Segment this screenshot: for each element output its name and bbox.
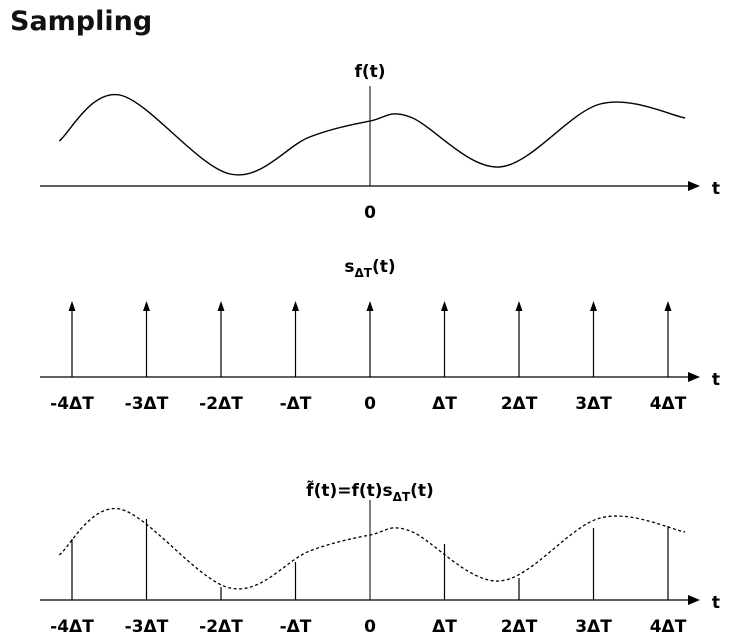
page-title: Sampling: [10, 6, 153, 37]
label-tail: (t): [410, 481, 434, 501]
tick-label: 3ΔT: [575, 394, 612, 414]
tick-label: -ΔT: [280, 394, 312, 414]
tick-label: -3ΔT: [125, 617, 169, 637]
t-axis-label: t: [712, 370, 720, 390]
tick-label: 0: [364, 394, 376, 414]
tick-label-zero: 0: [364, 203, 376, 223]
panel-label: sΔT(t): [344, 257, 395, 280]
axis-arrowhead: [688, 372, 700, 382]
t-axis-label: t: [712, 179, 720, 199]
axis-arrowhead: [688, 181, 700, 191]
tick-label: -2ΔT: [199, 394, 243, 414]
tick-label: -4ΔT: [50, 394, 94, 414]
label-tail: (t): [372, 257, 396, 277]
label-main: f̃(t)=f(t)s: [306, 480, 393, 501]
signal-curve: [58, 94, 686, 176]
impulse-arrowhead: [143, 301, 150, 311]
tick-label: -4ΔT: [50, 617, 94, 637]
label-main: f(t): [354, 62, 385, 82]
impulse-arrowhead: [441, 301, 448, 311]
impulse-arrowhead: [590, 301, 597, 311]
impulse-arrowhead: [664, 301, 672, 311]
signal-curve-dashed: [58, 508, 686, 590]
impulse-arrowhead: [515, 301, 523, 311]
impulse-arrowhead: [366, 301, 374, 311]
tick-label: 2ΔT: [501, 394, 538, 414]
tick-label: 3ΔT: [575, 617, 612, 637]
impulse-arrowhead: [68, 301, 76, 311]
tick-label: ΔT: [432, 394, 457, 414]
t-axis-label: t: [712, 593, 720, 613]
tick-label: 0: [364, 617, 376, 637]
impulse-arrowhead: [217, 301, 225, 311]
axis-arrowhead: [688, 595, 700, 605]
label-subscript: ΔT: [354, 266, 372, 280]
panel-label: f̃(t)=f(t)sΔT(t): [306, 480, 434, 504]
tick-label: -ΔT: [280, 617, 312, 637]
label-subscript: ΔT: [393, 490, 411, 504]
tick-label: -2ΔT: [199, 617, 243, 637]
panel-label: f(t): [354, 62, 385, 82]
impulse-arrowhead: [292, 301, 299, 311]
label-main: s: [344, 257, 354, 277]
tick-label: 2ΔT: [501, 617, 538, 637]
tick-label: 4ΔT: [650, 617, 687, 637]
tick-label: 4ΔT: [650, 394, 687, 414]
tick-label: ΔT: [432, 617, 457, 637]
tick-label: -3ΔT: [125, 394, 169, 414]
